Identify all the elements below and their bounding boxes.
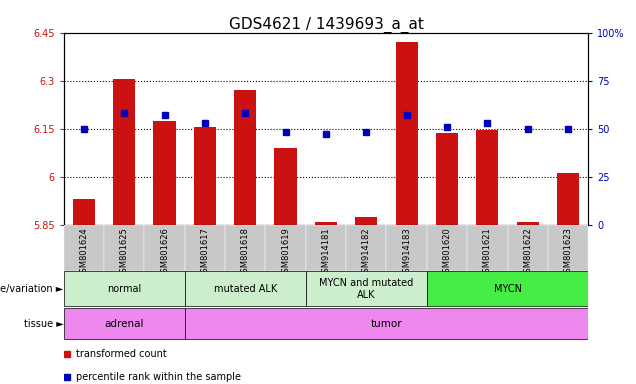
FancyBboxPatch shape — [64, 271, 184, 306]
Bar — [113, 79, 135, 225]
Text: MYCN: MYCN — [494, 284, 522, 294]
Text: adrenal: adrenal — [104, 318, 144, 329]
FancyBboxPatch shape — [346, 225, 387, 271]
Text: GSM914182: GSM914182 — [362, 227, 371, 278]
Bar — [194, 127, 216, 225]
FancyBboxPatch shape — [144, 225, 184, 271]
Text: percentile rank within the sample: percentile rank within the sample — [76, 372, 241, 382]
Bar — [73, 199, 95, 225]
FancyBboxPatch shape — [104, 225, 144, 271]
FancyBboxPatch shape — [64, 308, 184, 339]
FancyBboxPatch shape — [225, 225, 265, 271]
Bar — [557, 174, 579, 225]
Text: tissue ►: tissue ► — [24, 318, 64, 329]
Text: GSM801625: GSM801625 — [120, 227, 128, 278]
FancyBboxPatch shape — [427, 225, 467, 271]
FancyBboxPatch shape — [548, 225, 588, 271]
FancyBboxPatch shape — [64, 225, 104, 271]
Text: GSM914181: GSM914181 — [321, 227, 331, 278]
Bar — [234, 90, 256, 225]
Text: GSM801623: GSM801623 — [563, 227, 572, 278]
FancyBboxPatch shape — [306, 225, 346, 271]
FancyBboxPatch shape — [306, 271, 427, 306]
Title: GDS4621 / 1439693_a_at: GDS4621 / 1439693_a_at — [228, 17, 424, 33]
FancyBboxPatch shape — [508, 225, 548, 271]
FancyBboxPatch shape — [184, 271, 306, 306]
Text: transformed count: transformed count — [76, 349, 167, 359]
Bar — [356, 217, 377, 225]
FancyBboxPatch shape — [467, 225, 508, 271]
FancyBboxPatch shape — [184, 308, 588, 339]
Text: GSM801624: GSM801624 — [80, 227, 88, 278]
Text: GSM801626: GSM801626 — [160, 227, 169, 278]
FancyBboxPatch shape — [265, 225, 306, 271]
Bar — [153, 121, 176, 225]
Bar — [275, 148, 296, 225]
Text: GSM801617: GSM801617 — [200, 227, 209, 278]
Text: GSM801618: GSM801618 — [241, 227, 250, 278]
Bar — [396, 42, 418, 225]
Bar — [516, 222, 539, 225]
Text: GSM914183: GSM914183 — [402, 227, 411, 278]
Bar — [436, 134, 458, 225]
FancyBboxPatch shape — [387, 225, 427, 271]
Text: mutated ALK: mutated ALK — [214, 284, 277, 294]
Text: normal: normal — [107, 284, 141, 294]
Text: genotype/variation ►: genotype/variation ► — [0, 284, 64, 294]
FancyBboxPatch shape — [427, 271, 588, 306]
Text: GSM801621: GSM801621 — [483, 227, 492, 278]
Text: GSM801622: GSM801622 — [523, 227, 532, 278]
Text: tumor: tumor — [371, 318, 403, 329]
Bar — [476, 130, 499, 225]
Bar — [315, 222, 337, 225]
Text: MYCN and mutated
ALK: MYCN and mutated ALK — [319, 278, 413, 300]
Text: GSM801619: GSM801619 — [281, 227, 290, 278]
Text: GSM801620: GSM801620 — [443, 227, 452, 278]
FancyBboxPatch shape — [184, 225, 225, 271]
